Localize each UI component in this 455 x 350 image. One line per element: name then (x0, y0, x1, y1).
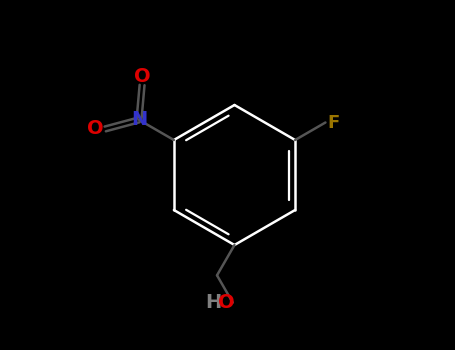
Text: O: O (134, 67, 151, 86)
Text: N: N (131, 110, 147, 130)
Text: H: H (205, 293, 222, 312)
Text: O: O (87, 119, 104, 139)
Text: F: F (327, 113, 339, 132)
Text: O: O (218, 293, 235, 312)
